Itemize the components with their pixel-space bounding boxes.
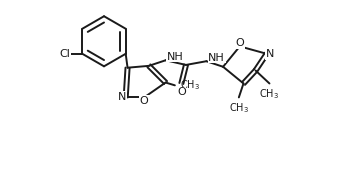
Text: N: N [118, 92, 126, 102]
Text: O: O [236, 38, 244, 48]
Text: N: N [266, 49, 275, 59]
Text: CH$_3$: CH$_3$ [259, 87, 280, 101]
Text: NH: NH [208, 52, 225, 62]
Text: O: O [140, 96, 149, 106]
Text: CH$_3$: CH$_3$ [229, 101, 249, 115]
Text: O: O [177, 87, 186, 97]
Text: Cl: Cl [59, 49, 70, 59]
Text: NH: NH [166, 52, 183, 62]
Text: CH$_3$: CH$_3$ [180, 78, 200, 92]
